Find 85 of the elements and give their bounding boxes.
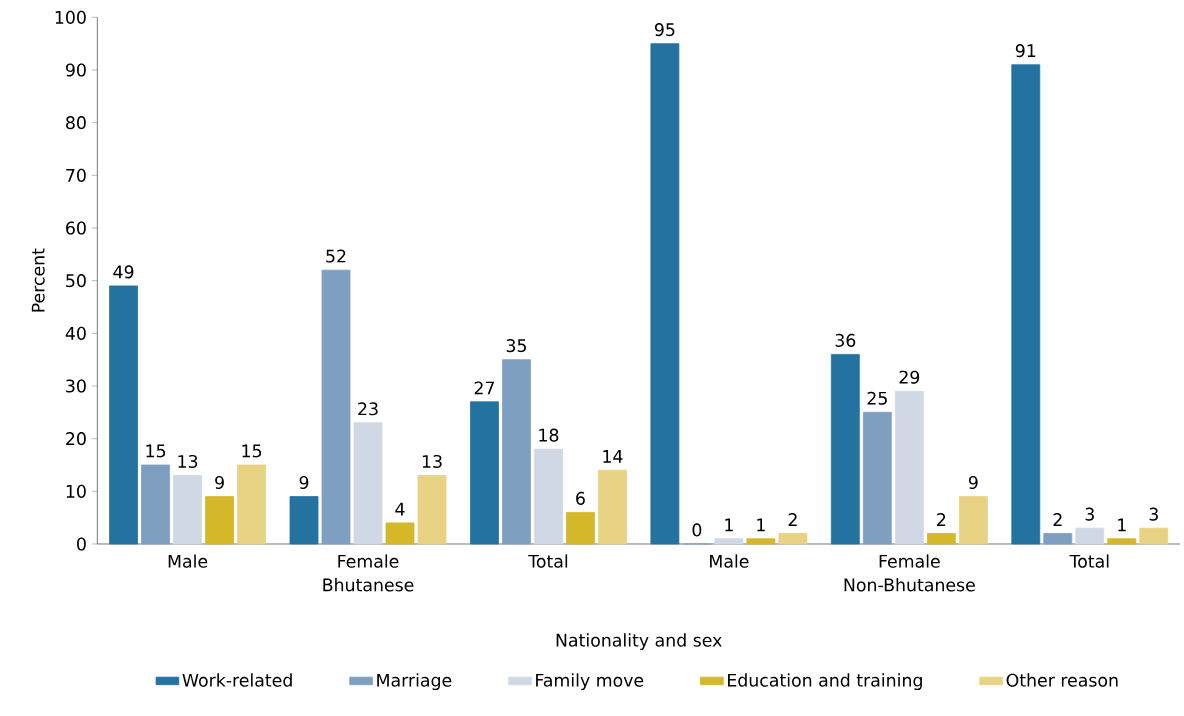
data-label: 13 [178, 454, 198, 469]
bar [778, 533, 808, 545]
data-label: 15 [146, 444, 166, 458]
bar [109, 285, 138, 545]
y-tick-label: 30 [66, 379, 86, 393]
data-label: 13 [422, 454, 442, 469]
bar [1011, 64, 1041, 545]
y-tick-label: 10 [66, 484, 86, 498]
data-label: 1 [1118, 518, 1126, 532]
data-label: 2 [1053, 513, 1062, 526]
bar [1107, 538, 1137, 545]
bar [237, 464, 266, 545]
legend-label: Family move [536, 673, 644, 691]
data-label: 29 [899, 370, 920, 384]
data-label: 3 [1149, 507, 1158, 521]
data-label: 0 [692, 523, 702, 537]
bar [1139, 527, 1169, 545]
bar [502, 359, 531, 545]
text: Bhutanese [323, 578, 414, 592]
data-label: 27 [474, 381, 494, 395]
data-label: 95 [654, 23, 675, 37]
bar [417, 475, 447, 545]
data-label: 1 [757, 518, 765, 532]
data-label: 2 [937, 513, 946, 526]
bar [321, 269, 351, 545]
data-label: 2 [788, 513, 797, 526]
y-tick-label: 70 [66, 168, 86, 182]
y-tick-label: 40 [65, 326, 86, 340]
bar [566, 511, 595, 545]
bar [385, 522, 415, 545]
x-tick-label: Female [879, 554, 940, 568]
bar [746, 538, 776, 545]
legend-label: Work-related [182, 673, 292, 687]
bar [173, 475, 202, 545]
y-tick-label: 60 [66, 221, 86, 235]
data-label: 6 [576, 491, 585, 505]
x-axis-title: Nationality and sex [556, 633, 722, 651]
data-label: 3 [1085, 507, 1094, 521]
bar [1043, 533, 1073, 545]
x-tick-label: Male [710, 554, 749, 568]
data-label: 9 [968, 475, 978, 490]
bar [353, 422, 383, 545]
y-tick-label: 50 [66, 274, 86, 288]
bar [714, 538, 744, 545]
bar [289, 496, 319, 545]
data-label: 25 [867, 391, 887, 405]
bar [830, 353, 860, 545]
x-tick-label: Male [168, 554, 208, 568]
data-label: 23 [358, 402, 378, 416]
x-tick-label: Total [528, 554, 568, 568]
bar [598, 469, 627, 545]
bar [534, 448, 563, 545]
data-label: 49 [113, 265, 134, 279]
data-label: 1 [725, 518, 733, 532]
bar [1075, 527, 1105, 545]
data-label: 18 [539, 428, 559, 442]
data-label: 35 [506, 339, 526, 353]
bar [470, 401, 499, 545]
y-tick-label: 80 [66, 116, 86, 130]
x-tick-label: Female [338, 554, 399, 568]
bar [862, 411, 892, 545]
data-label: 9 [299, 475, 309, 490]
bar [650, 43, 680, 545]
y-tick-label: 0 [77, 537, 86, 551]
data-label: 52 [326, 249, 346, 263]
y-tick-label: 20 [66, 432, 86, 446]
y-axis-title: Percent [31, 248, 45, 312]
x-tick-label: Total [1069, 554, 1109, 568]
text: Non-Bhutanese [844, 578, 975, 592]
data-label: 14 [603, 450, 623, 463]
bar [894, 390, 924, 545]
bar [958, 496, 988, 545]
legend-label: Education and training [728, 673, 922, 691]
data-label: 91 [1015, 44, 1036, 58]
bar [205, 496, 234, 545]
legend-label: Other reason [1006, 673, 1118, 687]
y-tick-label: 100 [55, 10, 86, 24]
legend-label: Marriage [377, 673, 452, 691]
data-label: 36 [835, 333, 856, 347]
y-tick-label: 90 [65, 63, 86, 77]
data-label: 9 [215, 475, 224, 490]
bar [926, 533, 956, 545]
data-label: 15 [242, 444, 262, 458]
data-label: 4 [395, 502, 405, 516]
bar [141, 464, 170, 545]
